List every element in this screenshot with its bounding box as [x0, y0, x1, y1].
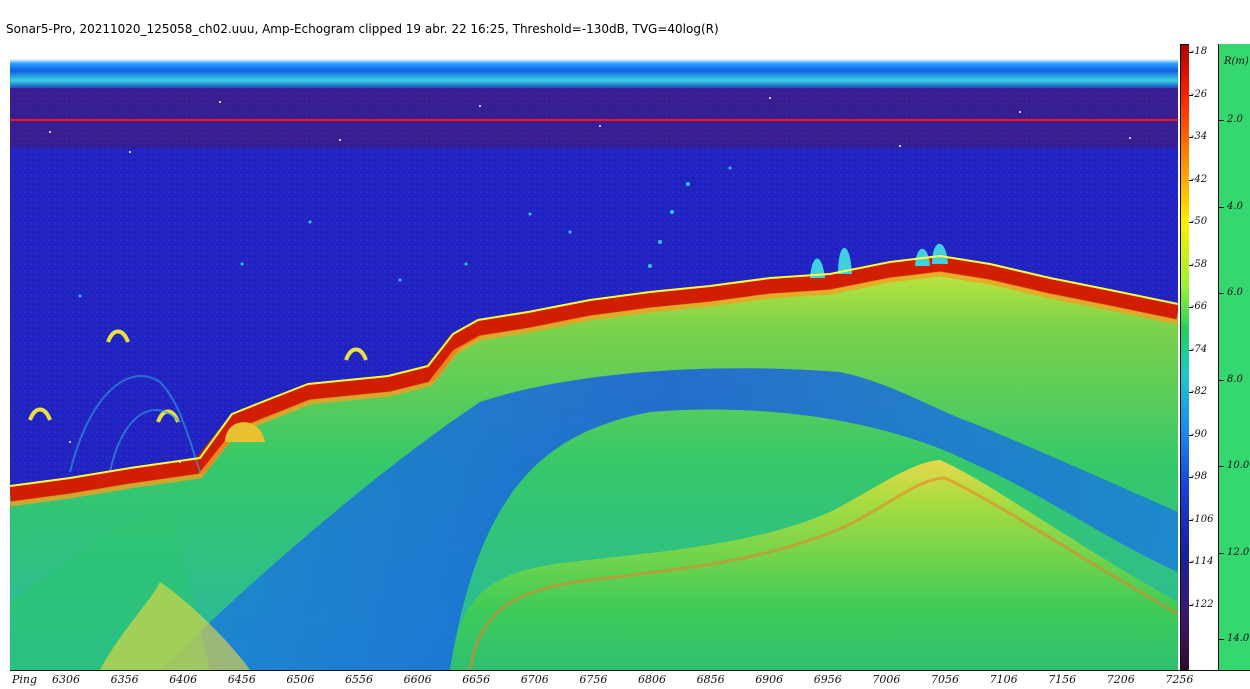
color-scale-label: -98 — [1191, 471, 1208, 482]
ping-label: 7206 — [1106, 673, 1135, 686]
ping-label: 6856 — [696, 673, 725, 686]
deep-reflector-line — [468, 476, 1178, 670]
ping-label: 7056 — [931, 673, 959, 686]
ping-label: 6406 — [169, 673, 198, 686]
range-label: 10.0 — [1227, 460, 1250, 471]
ping-label: 7156 — [1048, 673, 1077, 686]
color-scale-label: -66 — [1191, 301, 1208, 312]
color-scale-label: -114 — [1191, 556, 1214, 567]
color-scale-label: -42 — [1191, 173, 1208, 185]
range-label: 12.0 — [1227, 546, 1250, 558]
color-scale-tick — [1189, 52, 1193, 53]
color-scale-tick — [1189, 94, 1193, 96]
color-scale-label: -106 — [1191, 513, 1214, 525]
range-tick — [1219, 552, 1224, 554]
bottom-echo-tail — [10, 271, 1178, 507]
ping-label: 6956 — [813, 673, 842, 686]
fish-arc — [106, 329, 130, 343]
bottom-echo — [10, 256, 1178, 502]
ping-axis: Ping 6306 6356 6406 6456 6506 6556 6606 6656 670… — [10, 670, 1250, 689]
ping-label: 7256 — [1165, 673, 1194, 686]
plant-target — [810, 258, 825, 278]
bottom-detection-line — [10, 255, 1178, 487]
ping-label: 6656 — [462, 673, 491, 686]
ping-label: 7106 — [989, 673, 1018, 686]
color-scale-label: -34 — [1191, 131, 1208, 142]
color-scale-tick — [1189, 434, 1193, 436]
range-label: 2.0 — [1227, 114, 1243, 125]
subbottom-blue-band — [160, 368, 1178, 670]
plant-target — [932, 243, 948, 264]
ping-label: 6306 — [52, 673, 80, 686]
title-bar[interactable]: Sonar5-Pro, 20211020_125058_ch02.uuu, Am… — [0, 0, 1250, 42]
color-scale-gradient — [1181, 45, 1189, 679]
range-label: 8.0 — [1227, 373, 1243, 385]
color-scale-label: -50 — [1191, 216, 1208, 227]
range-tick — [1219, 120, 1224, 121]
left-frame — [0, 42, 10, 688]
ping-label: 6806 — [638, 673, 666, 686]
range-tick — [1219, 293, 1224, 294]
ping-label: 6606 — [403, 673, 432, 686]
ping-axis-label: Ping — [12, 673, 38, 686]
bottom-target — [225, 422, 265, 442]
color-scale-tick — [1189, 137, 1193, 138]
range-tick — [1219, 466, 1224, 467]
ping-label: 6506 — [286, 673, 315, 686]
color-scale-label: -122 — [1191, 598, 1214, 610]
color-scale-tick — [1189, 222, 1193, 223]
color-scale-label: -90 — [1191, 428, 1208, 440]
color-scale-tick — [1189, 264, 1193, 266]
deep-reflector — [450, 460, 1178, 670]
color-scale-label: -74 — [1191, 343, 1208, 355]
water-targets — [78, 166, 732, 298]
fish-arc — [344, 347, 368, 361]
range-unit-label: R(m) — [1224, 56, 1249, 67]
color-scale-label: -82 — [1191, 386, 1208, 397]
color-scale-tick — [1189, 562, 1193, 563]
ping-label: 6456 — [227, 673, 256, 686]
range-tick — [1219, 639, 1224, 640]
echogram-plot — [10, 42, 1178, 670]
range-tick — [1219, 379, 1224, 381]
fish-trace — [109, 409, 181, 473]
near-field-noise — [10, 88, 1178, 148]
color-scale-label: -58 — [1191, 258, 1208, 270]
left-yellow-patch — [100, 582, 250, 670]
color-scale-labels: -18 -26 -34 -42 -50 -58 -66 -74 -82 -90 -98 -106 -11… — [1189, 44, 1217, 678]
noise-dots — [49, 97, 1131, 463]
range-axis-panel: R(m) 2.0 4.0 6.0 8.0 10.0 12.0 14.0 — [1218, 44, 1250, 678]
ping-label: 6906 — [755, 673, 784, 686]
fish-arc — [28, 407, 52, 421]
window-title: Sonar5-Pro, 20211020_125058_ch02.uuu, Am… — [6, 22, 719, 36]
ping-label: 7006 — [872, 673, 901, 686]
color-scale-tick — [1189, 519, 1193, 521]
ping-label: 6706 — [520, 673, 549, 686]
ping-label: 6756 — [579, 673, 608, 686]
color-scale-tick — [1189, 604, 1193, 606]
range-tick — [1219, 206, 1224, 208]
color-scale-tick — [1189, 349, 1193, 351]
ping-label: 6556 — [345, 673, 373, 686]
fish-trace — [69, 375, 201, 473]
echogram-canvas[interactable] — [10, 42, 1178, 670]
color-scale-tick — [1189, 392, 1193, 393]
color-scale-tick — [1189, 477, 1193, 478]
range-label: 14.0 — [1227, 633, 1250, 644]
plant-target — [838, 247, 852, 274]
range-label: 4.0 — [1227, 200, 1243, 212]
color-scale-label: -26 — [1191, 88, 1208, 100]
color-scale-tick — [1189, 179, 1193, 181]
color-scale-tick — [1189, 307, 1193, 308]
ping-label: 6356 — [110, 673, 139, 686]
color-scale-label: -18 — [1191, 46, 1208, 57]
range-label: 6.0 — [1227, 287, 1243, 298]
surface-band — [10, 42, 1178, 90]
